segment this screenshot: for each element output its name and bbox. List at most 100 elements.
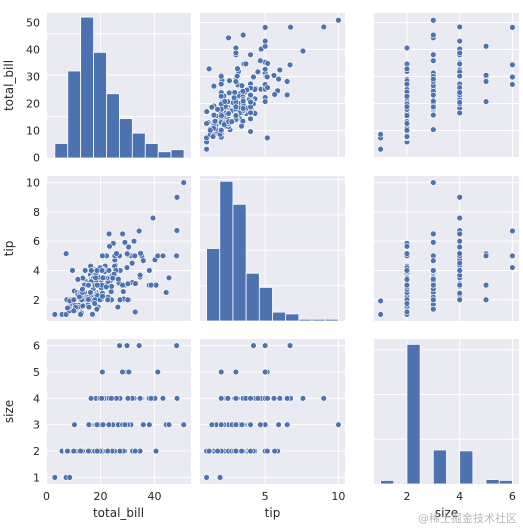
scatter-point: [79, 286, 86, 293]
scatter-point: [320, 23, 327, 31]
scatter-point: [136, 271, 144, 279]
scatter-point: [276, 66, 284, 74]
panel-size-vs-tip: [200, 339, 345, 484]
scatter-point: [299, 395, 307, 402]
scatter-point: [159, 395, 167, 402]
scatter-point: [232, 78, 240, 85]
scatter-point: [98, 267, 106, 274]
scatter-point: [238, 122, 245, 130]
scatter-point: [482, 281, 490, 289]
scatter-point: [430, 305, 437, 313]
scatter-point: [430, 179, 437, 186]
histogram-bar: [93, 51, 107, 159]
y-tick-label: 4: [33, 264, 40, 277]
histogram-bar: [232, 203, 247, 322]
histogram-bar: [80, 16, 94, 159]
scatter-point: [136, 395, 144, 402]
scatter-point: [231, 89, 238, 96]
y-tick-label: 5: [33, 366, 40, 379]
scatter-point: [456, 267, 463, 274]
scatter-point: [430, 97, 437, 105]
panel-background: [374, 176, 519, 321]
scatter-point: [509, 61, 516, 69]
watermark: @稀土掘金技术社区: [418, 512, 517, 525]
scatter-point: [271, 91, 278, 98]
scatter-point: [203, 145, 210, 153]
panel-background: [374, 13, 519, 158]
scatter-point: [165, 421, 173, 428]
scatter-point: [403, 281, 411, 289]
scatter-point: [93, 421, 101, 428]
y-tick-label: 40: [26, 43, 40, 56]
scatter-point: [275, 75, 282, 83]
x-tick-label: 2: [403, 490, 410, 503]
scatter-point: [264, 395, 271, 402]
scatter-point: [482, 43, 490, 50]
scatter-point: [232, 49, 240, 57]
scatter-point: [456, 109, 463, 117]
scatter-point: [120, 288, 127, 295]
histogram-bar: [498, 480, 513, 485]
scatter-point: [403, 93, 411, 100]
scatter-point: [254, 395, 262, 402]
scatter-point: [205, 65, 213, 73]
scatter-point: [116, 296, 124, 303]
scatter-point: [99, 293, 106, 300]
scatter-point: [218, 80, 225, 88]
histogram-bar: [131, 132, 146, 159]
y-tick-label: 8: [33, 206, 40, 219]
scatter-point: [218, 73, 225, 80]
scatter-point: [261, 37, 269, 45]
scatter-point: [403, 112, 411, 119]
scatter-point: [51, 474, 59, 481]
scatter-point: [403, 133, 411, 140]
histogram-bar: [258, 287, 273, 322]
scatter-point: [225, 110, 232, 117]
scatter-point: [207, 127, 214, 134]
y-tick-label: 2: [33, 294, 40, 307]
scatter-point: [456, 60, 463, 68]
scatter-point: [456, 72, 463, 80]
scatter-point: [87, 289, 94, 296]
scatter-point: [88, 267, 95, 274]
scatter-point: [403, 120, 411, 127]
scatter-point: [247, 98, 254, 106]
scatter-point: [456, 230, 463, 238]
scatter-point: [299, 47, 307, 55]
scatter-point: [105, 230, 113, 238]
scatter-point: [430, 51, 437, 58]
scatter-point: [147, 281, 155, 289]
scatter-point: [270, 72, 278, 79]
histogram-bar: [485, 479, 500, 485]
scatter-point: [77, 311, 84, 318]
scatter-point: [430, 257, 437, 264]
histogram-bar: [406, 343, 421, 485]
x-tick-label: 40: [148, 490, 162, 503]
scatter-point: [456, 37, 463, 45]
scatter-point: [66, 474, 73, 481]
scatter-point: [456, 194, 463, 201]
scatter-point: [276, 395, 284, 402]
scatter-point: [286, 61, 294, 69]
scatter-point: [430, 281, 437, 289]
histogram-bar: [206, 248, 221, 322]
panel-total_bill-vs-size: [374, 13, 519, 158]
scatter-point: [456, 23, 463, 31]
scatter-point: [482, 72, 490, 79]
scatter-point: [234, 72, 241, 80]
scatter-point: [257, 57, 264, 64]
scatter-point: [261, 342, 269, 349]
scatter-point: [162, 289, 170, 296]
scatter-point: [250, 342, 257, 349]
scatter-point: [165, 274, 173, 281]
scatter-point: [403, 44, 411, 52]
y-tick-label: 4: [33, 392, 40, 405]
y-axis-label: size: [2, 400, 16, 423]
scatter-point: [123, 250, 131, 257]
x-tick-label: 10: [331, 490, 345, 503]
y-tick-label: 6: [33, 340, 40, 353]
panel-tip-vs-total_bill: [46, 176, 191, 321]
scatter-point: [403, 243, 411, 250]
scatter-point: [131, 308, 139, 316]
